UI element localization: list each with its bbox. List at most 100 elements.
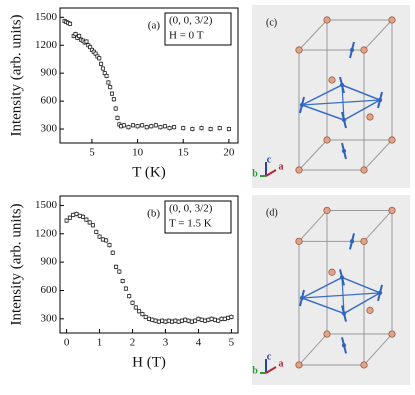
atom: [388, 136, 396, 144]
data-point: [203, 318, 208, 323]
bond: [341, 277, 345, 314]
data-point: [108, 85, 113, 90]
y-tick-label: 1500: [35, 11, 58, 23]
y-axis-label: Intensity (arb. units): [8, 203, 24, 325]
x-tick-label: 1: [97, 337, 103, 349]
data-point: [123, 286, 128, 291]
data-point: [199, 317, 204, 322]
data-point: [229, 314, 234, 319]
atom: [388, 16, 396, 24]
axis-letter: b: [252, 365, 258, 376]
data-point: [181, 126, 186, 131]
x-tick-label: 5: [229, 337, 235, 349]
data-point: [107, 243, 112, 248]
y-tick-label: 1200: [35, 39, 58, 51]
x-axis-label: T (K): [132, 164, 165, 180]
x-tick-label: 15: [178, 147, 190, 159]
data-point: [94, 229, 99, 234]
data-point: [113, 106, 118, 111]
data-point: [219, 316, 224, 321]
atom: [295, 237, 303, 245]
data-point: [131, 123, 136, 128]
y-tick-label: 600: [41, 95, 58, 107]
data-point: [196, 316, 201, 321]
bond: [341, 84, 345, 121]
data-point: [176, 319, 181, 324]
structure-panel: (c) cb a: [252, 5, 410, 188]
data-point: [208, 127, 213, 132]
data-point: [117, 269, 122, 274]
data-point: [217, 126, 222, 131]
data-point: [127, 294, 132, 299]
data-point: [186, 318, 191, 323]
atom: [323, 330, 331, 338]
data-point: [99, 61, 104, 66]
data-point: [104, 238, 109, 243]
data-point: [111, 97, 116, 102]
data-point: [97, 234, 102, 239]
data-point: [144, 125, 149, 130]
axis-letter: b: [252, 168, 258, 179]
atom: [295, 166, 303, 174]
x-tick-label: 20: [223, 147, 235, 159]
atom: [360, 361, 368, 369]
atom: [295, 361, 303, 369]
data-point: [110, 91, 115, 96]
axis-letter: a: [279, 161, 284, 172]
cell-edge: [298, 333, 328, 366]
panel-label: (a): [148, 20, 161, 32]
atom: [323, 136, 331, 144]
x-tick-label: 3: [163, 337, 169, 349]
y-tick-label: 900: [41, 67, 58, 79]
data-point: [146, 316, 151, 321]
data-point: [143, 314, 148, 319]
data-point: [158, 125, 163, 130]
data-point: [106, 80, 111, 85]
data-point: [209, 316, 214, 321]
data-point: [166, 318, 171, 323]
data-point: [100, 66, 105, 71]
data-point: [226, 127, 231, 132]
atom: [328, 76, 336, 84]
atom: [388, 330, 396, 338]
data-point: [121, 123, 126, 128]
cell-edge: [363, 333, 393, 366]
data-point: [84, 217, 89, 222]
y-tick-label: 300: [41, 123, 58, 135]
spin-arrow: [299, 96, 305, 114]
structure-panel: (d) cb a: [252, 195, 410, 385]
annotation-box: [164, 12, 232, 46]
data-point: [199, 126, 204, 131]
panel-label: (b): [147, 208, 160, 220]
data-point: [156, 319, 161, 324]
x-tick-label: 5: [89, 147, 95, 159]
cell-edge: [363, 19, 393, 51]
panel-label: (d): [266, 207, 278, 218]
cell-edge: [363, 210, 393, 242]
data-point: [67, 215, 72, 220]
cell-edge: [298, 210, 328, 242]
data-point: [120, 279, 125, 284]
annotation: T = 1.5 K: [169, 218, 212, 230]
data-point: [193, 318, 198, 323]
annotation: H = 0 T: [169, 30, 204, 42]
data-point: [179, 318, 184, 323]
data-point: [140, 312, 145, 317]
data-point: [100, 237, 105, 242]
data-point: [163, 319, 168, 324]
data-point: [160, 318, 165, 323]
x-tick-label: 0: [64, 337, 70, 349]
data-point: [74, 211, 79, 216]
data-point: [97, 56, 102, 61]
data-point: [226, 315, 231, 320]
data-point: [212, 317, 217, 322]
panel-label: (c): [266, 17, 277, 28]
data-point: [87, 220, 92, 225]
panel-background: [252, 195, 410, 385]
data-point: [170, 319, 175, 324]
cell-edge: [363, 139, 393, 171]
y-tick-label: 600: [41, 284, 58, 296]
data-point: [77, 213, 82, 218]
atom: [328, 268, 336, 276]
